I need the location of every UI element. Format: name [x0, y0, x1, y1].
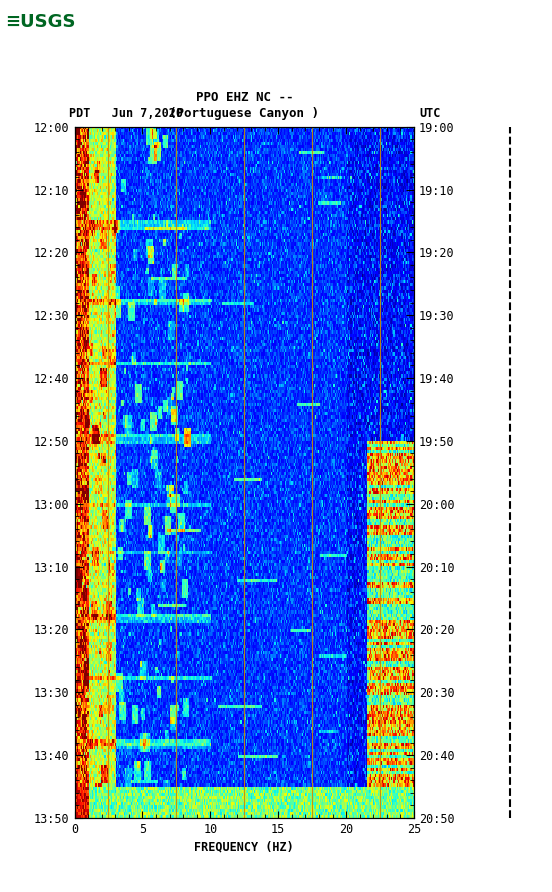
- Text: ≡USGS: ≡USGS: [6, 13, 76, 31]
- X-axis label: FREQUENCY (HZ): FREQUENCY (HZ): [194, 840, 294, 853]
- Text: PDT   Jun 7,2020: PDT Jun 7,2020: [69, 106, 183, 120]
- Text: PPO EHZ NC --: PPO EHZ NC --: [195, 91, 293, 104]
- Text: (Portuguese Canyon ): (Portuguese Canyon ): [169, 106, 319, 120]
- Text: UTC: UTC: [420, 106, 441, 120]
